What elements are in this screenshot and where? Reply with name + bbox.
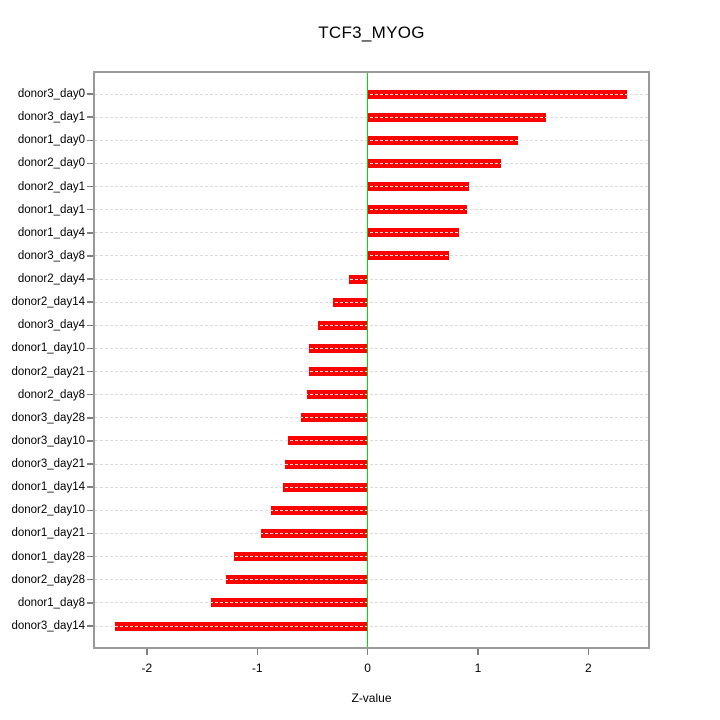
y-tick <box>87 208 93 211</box>
gridline <box>95 255 648 257</box>
y-tick-label: donor2_day8 <box>17 388 85 401</box>
gridline <box>95 324 648 326</box>
y-tick <box>87 347 93 350</box>
y-axis-labels: donor3_day0 donor3_day1 donor1_day0 donor2_… <box>0 0 85 720</box>
y-tick <box>87 255 93 257</box>
y-tick <box>87 486 93 488</box>
y-tick-label: donor1_day8 <box>17 596 85 609</box>
gridline <box>95 532 648 534</box>
x-tick <box>256 649 258 655</box>
gridline <box>95 394 648 396</box>
gridline <box>95 579 648 581</box>
y-tick-label: donor3_day0 <box>17 88 85 100</box>
y-tick-label: donor1_day10 <box>11 342 85 355</box>
y-tick-label: donor3_day28 <box>11 411 85 424</box>
x-axis-title: Z-value <box>351 691 392 705</box>
gridline <box>95 93 648 95</box>
x-tick-label: -2 <box>141 661 153 675</box>
y-tick-label: donor3_day14 <box>11 620 85 632</box>
chart-title: TCF3_MYOG <box>318 23 425 42</box>
y-tick-label: donor1_day1 <box>17 203 85 216</box>
gridline <box>95 186 648 188</box>
y-tick-label: donor3_day10 <box>11 434 85 447</box>
y-tick <box>87 93 93 95</box>
y-tick-label: donor2_day4 <box>17 273 85 286</box>
gridline <box>95 371 648 373</box>
gridline <box>95 509 648 511</box>
gridline <box>95 116 648 118</box>
y-tick-label: donor2_day14 <box>11 296 85 309</box>
y-tick-label: donor3_day4 <box>17 319 85 332</box>
y-tick <box>87 301 93 303</box>
y-tick <box>87 463 93 465</box>
x-tick <box>477 649 479 655</box>
x-tick-label: -1 <box>251 661 263 675</box>
y-tick <box>87 417 93 419</box>
y-tick <box>87 602 93 604</box>
zero-line <box>366 73 369 647</box>
x-tick-label: 1 <box>474 661 482 675</box>
gridline <box>95 162 648 164</box>
y-tick <box>87 116 93 118</box>
y-tick <box>87 625 93 627</box>
gridline <box>95 625 648 627</box>
x-tick <box>587 649 590 655</box>
gridline <box>95 278 648 280</box>
gridline <box>95 486 648 488</box>
gridline <box>95 463 648 465</box>
y-tick-label: donor2_day28 <box>11 573 85 586</box>
y-tick-label: donor1_day21 <box>11 527 85 540</box>
y-tick <box>87 232 93 234</box>
y-tick <box>87 324 93 327</box>
y-tick-label: donor1_day28 <box>11 550 85 563</box>
y-tick-label: donor1_day14 <box>11 481 85 494</box>
y-tick-label: donor2_day1 <box>17 180 85 193</box>
y-tick-label: donor2_day21 <box>11 365 85 378</box>
y-tick-label: donor2_day10 <box>11 504 85 517</box>
y-tick-label: donor3_day8 <box>17 249 85 262</box>
y-tick <box>87 393 93 396</box>
plot-area <box>93 71 650 649</box>
y-tick <box>87 509 93 512</box>
y-tick <box>87 440 93 442</box>
y-tick-label: donor1_day0 <box>17 134 85 147</box>
y-tick-label: donor3_day21 <box>11 458 85 471</box>
gridline <box>95 232 648 234</box>
y-tick-label: donor3_day1 <box>17 111 85 124</box>
x-tick-label: 0 <box>364 661 371 675</box>
y-tick <box>87 370 93 373</box>
gridline <box>95 417 648 419</box>
y-tick <box>87 555 93 558</box>
y-tick-label: donor2_day0 <box>17 157 85 170</box>
gridline <box>95 556 648 558</box>
y-tick <box>87 139 93 141</box>
y-tick <box>87 578 93 581</box>
y-tick-label: donor1_day4 <box>17 226 85 239</box>
y-tick <box>87 278 93 280</box>
gridline <box>95 602 648 604</box>
y-tick <box>87 532 93 535</box>
x-tick <box>146 649 148 655</box>
y-tick <box>87 162 93 165</box>
x-tick <box>366 649 369 655</box>
gridline <box>95 440 648 442</box>
gridline <box>95 301 648 303</box>
gridline <box>95 139 648 141</box>
gridline <box>95 209 648 211</box>
x-tick-label: 2 <box>585 661 592 675</box>
gridline <box>95 347 648 349</box>
y-tick <box>87 185 93 188</box>
